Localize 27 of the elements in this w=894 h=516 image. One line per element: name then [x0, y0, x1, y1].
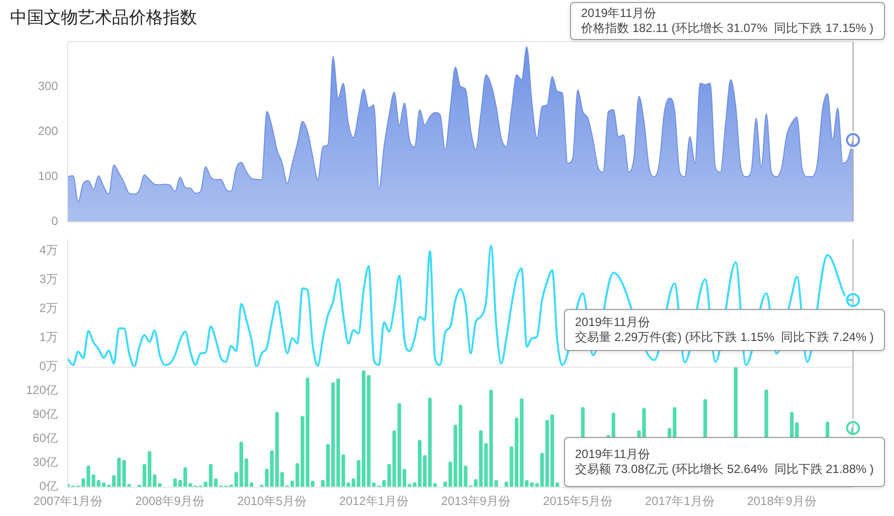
x-tick-label: 2018年9月份	[746, 494, 816, 508]
y-tick-label: 60亿	[32, 431, 58, 446]
text: 2019年11月份	[581, 6, 658, 21]
x-tick-label: 2013年9月份	[441, 494, 510, 508]
y-tick-label: 0万	[39, 359, 58, 374]
y-tick-label: 1万	[39, 330, 58, 344]
x-tick-label: 2010年5月份	[237, 494, 307, 508]
annotation: 2019年11月份	[575, 447, 652, 462]
y-tick-label: 2万	[39, 301, 58, 316]
y-tick-label: 0	[51, 214, 58, 228]
annotation: 交易额 73.08亿元 (环比增长 52.64% 同比下跌 21.88% )	[575, 462, 874, 477]
chart-title: 中国文物艺术品价格指数	[10, 7, 197, 29]
text: 价格指数 182.11 (环比增长 31.07% 同比下跌 17.15% )	[581, 21, 874, 36]
y-tick-label: 30亿	[32, 455, 58, 470]
x-tick-label: 2017年1月份	[645, 494, 714, 508]
x-tick-label: 2012年1月份	[339, 494, 409, 508]
y-tick-label: 0亿	[39, 479, 58, 494]
y-tick-label: 3万	[39, 272, 58, 286]
y-tick-label: 120亿	[26, 383, 58, 398]
y-tick-label: 100	[38, 168, 58, 183]
y-tick-label: 4万	[39, 243, 58, 258]
x-tick-label: 2008年9月份	[135, 494, 205, 508]
y-tick-label: 200	[38, 124, 58, 138]
y-tick-label: 300	[38, 79, 58, 94]
y-tick-label: 90亿	[32, 407, 58, 422]
x-tick-label: 2015年5月份	[543, 494, 612, 508]
x-tick-label: 2007年1月份	[33, 494, 103, 508]
